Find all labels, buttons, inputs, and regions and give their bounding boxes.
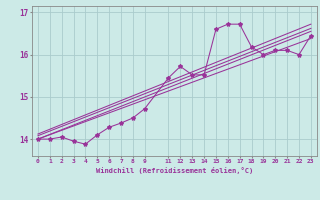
X-axis label: Windchill (Refroidissement éolien,°C): Windchill (Refroidissement éolien,°C) xyxy=(96,167,253,174)
